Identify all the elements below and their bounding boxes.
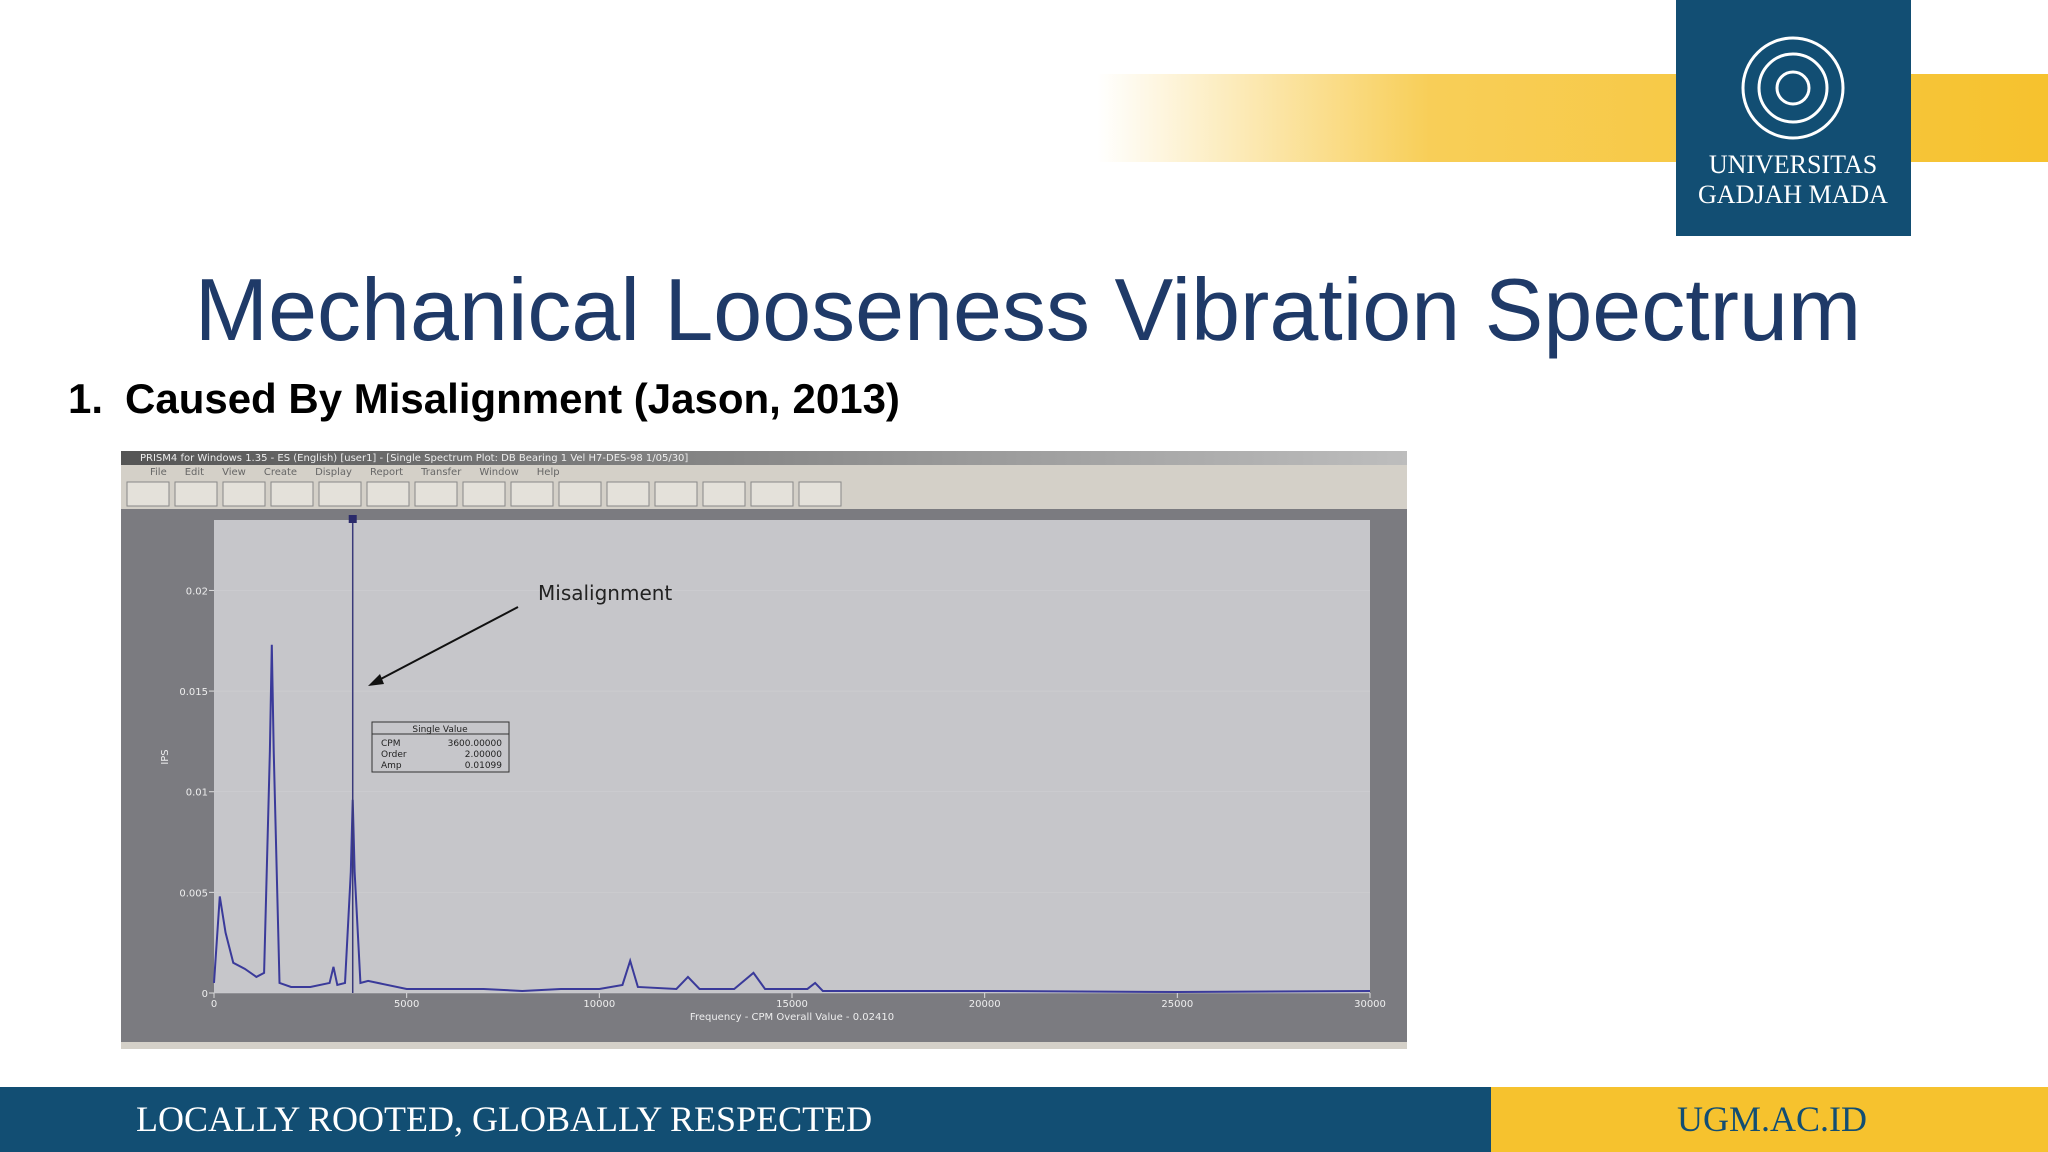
spectrum-line	[213, 644, 1371, 993]
menu-item[interactable]: Create	[264, 467, 297, 478]
cursor-box-key: Order	[381, 750, 407, 760]
toolbar-button[interactable]	[174, 481, 218, 507]
y-tick-label: 0.02	[186, 586, 208, 597]
toolbar-button[interactable]	[126, 481, 170, 507]
menu-item[interactable]: Window	[479, 467, 518, 478]
footer-right	[1491, 1087, 2048, 1152]
arrow-head	[368, 674, 384, 686]
menu-item[interactable]: Edit	[185, 467, 204, 478]
y-tick-label: 0.015	[179, 687, 208, 698]
x-tick-label: 10000	[583, 999, 615, 1010]
cursor-handle[interactable]	[348, 515, 357, 523]
toolbar-button[interactable]	[462, 481, 506, 507]
x-tick-label: 25000	[1161, 999, 1193, 1010]
cursor-box-value: 3600.00000	[448, 739, 503, 749]
cursor-box-value: 2.00000	[465, 750, 502, 760]
cursor-box-title: Single Value	[412, 725, 468, 735]
window-titlebar	[121, 451, 1407, 465]
toolbar-button[interactable]	[366, 481, 410, 507]
x-axis-label: Frequency - CPM Overall Value - 0.02410	[690, 1012, 894, 1023]
cursor-box-value: 0.01099	[465, 761, 502, 771]
y-axis-label: IPS	[160, 749, 171, 764]
menu-item[interactable]: File	[150, 467, 167, 478]
x-tick-label: 15000	[776, 999, 808, 1010]
list-text: Caused By Misalignment (Jason, 2013)	[125, 375, 900, 422]
toolbar-button[interactable]	[510, 481, 554, 507]
footer-url: UGM.AC.ID	[1677, 1099, 1867, 1139]
slide-title: Mechanical Looseness Vibration Spectrum	[195, 260, 1861, 359]
x-tick-label: 0	[211, 999, 217, 1010]
logo-text: GADJAH MADA	[1698, 180, 1888, 209]
y-tick-label: 0.01	[186, 788, 208, 799]
annotation-arrow	[374, 606, 519, 683]
toolbar-button[interactable]	[702, 481, 746, 507]
menu-item[interactable]: Report	[370, 467, 403, 478]
menu-item[interactable]: Help	[537, 467, 560, 478]
toolbar-button[interactable]	[414, 481, 458, 507]
toolbar-button[interactable]	[654, 481, 698, 507]
cursor-box-key: CPM	[381, 739, 400, 749]
y-tick-label: 0.005	[179, 888, 208, 899]
logo-text: UNIVERSITAS	[1709, 150, 1877, 179]
x-tick-label: 5000	[394, 999, 419, 1010]
menu-item[interactable]: Display	[315, 467, 352, 478]
footer-left	[0, 1087, 1491, 1152]
toolbar-button[interactable]	[750, 481, 794, 507]
x-tick-label: 30000	[1354, 999, 1386, 1010]
cursor-box	[371, 721, 510, 773]
toolbar-button[interactable]	[318, 481, 362, 507]
menu-item[interactable]: Transfer	[420, 467, 462, 478]
toolbar-button[interactable]	[798, 481, 842, 507]
software-window: PRISM4 for Windows 1.35 - ES (English) […	[121, 451, 1407, 1049]
toolbar-button[interactable]	[222, 481, 266, 507]
menu-item[interactable]: View	[222, 467, 246, 478]
y-tick-label: 0	[202, 989, 208, 1000]
footer-slogan: LOCALLY ROOTED, GLOBALLY RESPECTED	[136, 1099, 872, 1139]
logo-emblem	[1741, 36, 1845, 140]
toolbar-button[interactable]	[558, 481, 602, 507]
toolbar-button[interactable]	[606, 481, 650, 507]
window-title: PRISM4 for Windows 1.35 - ES (English) […	[140, 453, 688, 464]
annotation: Misalignment	[538, 581, 672, 605]
list-number: 1.	[68, 375, 103, 422]
toolbar-button[interactable]	[270, 481, 314, 507]
x-tick-label: 20000	[969, 999, 1001, 1010]
cursor-box-key: Amp	[381, 761, 402, 771]
